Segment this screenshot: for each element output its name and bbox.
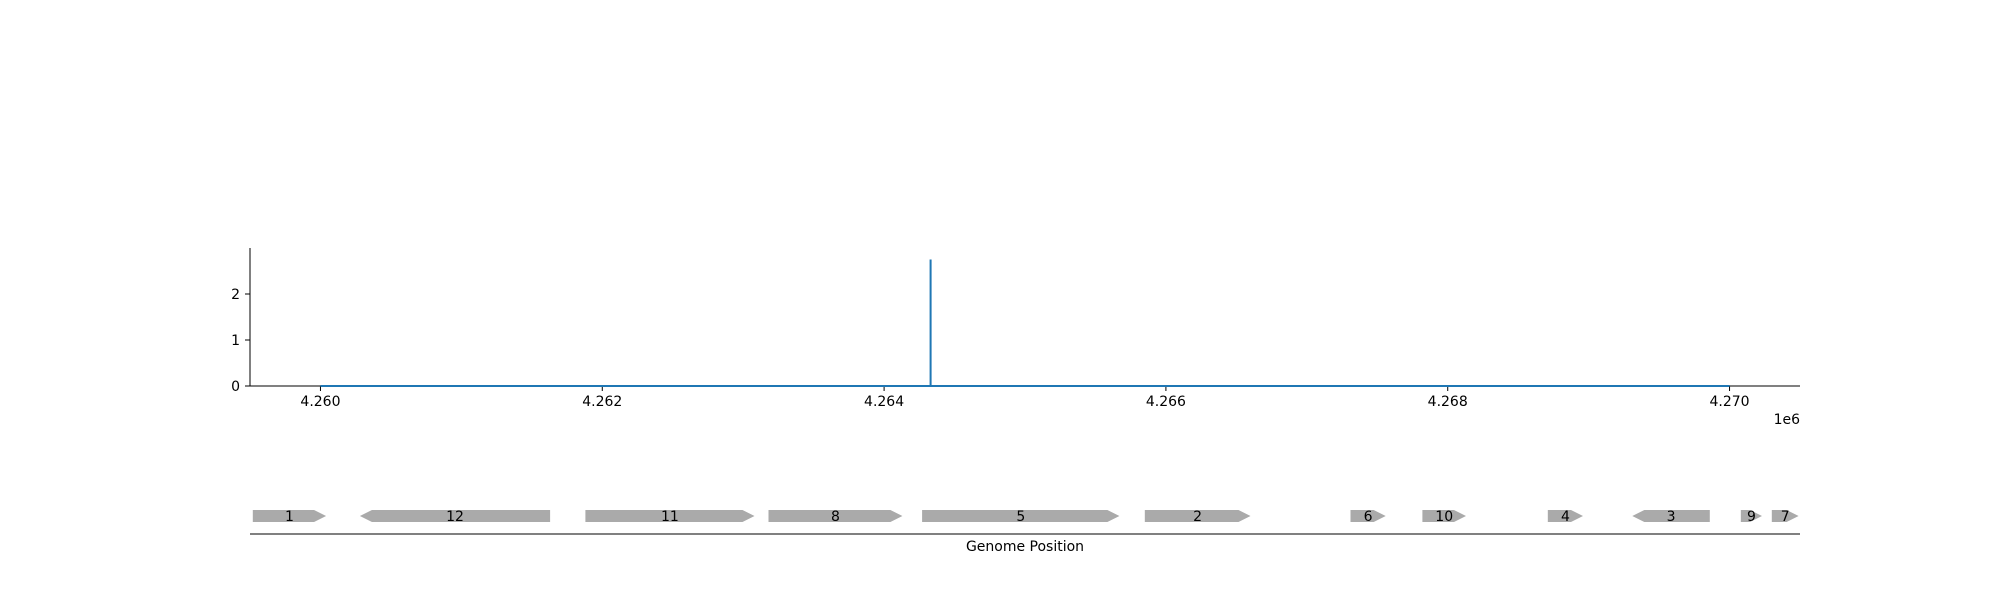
gene-3: 3 — [1632, 509, 1710, 525]
gene-label: 3 — [1667, 509, 1676, 525]
gene-10: 10 — [1422, 509, 1466, 525]
gene-label: 9 — [1747, 509, 1756, 525]
coverage-plot: 0 1 2 4.260 4.262 4.264 4.266 4.268 4.270 1e6 — [231, 248, 1800, 428]
gene-arrow — [359, 510, 551, 522]
x-tick-label: 4.270 — [1709, 394, 1749, 410]
gene-8: 8 — [768, 509, 903, 525]
x-tick-label: 4.262 — [582, 394, 622, 410]
gene-1: 1 — [252, 509, 327, 525]
gene-arrow — [1422, 510, 1466, 522]
gene-label: 12 — [446, 509, 464, 525]
gene-2: 2 — [1144, 509, 1251, 525]
gene-9: 9 — [1740, 509, 1762, 525]
gene-11: 11 — [585, 509, 755, 525]
gene-label: 5 — [1016, 509, 1025, 525]
gene-label: 7 — [1781, 509, 1790, 525]
gene-label: 10 — [1435, 509, 1453, 525]
gene-12: 12 — [359, 509, 551, 525]
x-tick-label: 4.268 — [1428, 394, 1468, 410]
gene-arrow — [1632, 510, 1710, 522]
x-tick-label: 4.266 — [1146, 394, 1186, 410]
gene-arrow — [922, 510, 1120, 522]
gene-5: 5 — [922, 509, 1120, 525]
gene-7: 7 — [1771, 509, 1799, 525]
gene-arrow — [1740, 510, 1762, 522]
gene-arrow — [1547, 510, 1583, 522]
y-tick-label: 1 — [231, 333, 240, 349]
gene-4: 4 — [1547, 509, 1583, 525]
y-ticks: 0 1 2 — [231, 287, 250, 395]
gene-map: 1 12 11 8 5 2 6 10 4 3 9 7 Genome Position — [250, 509, 1800, 555]
y-tick-label: 2 — [231, 287, 240, 303]
gene-arrow — [1350, 510, 1386, 522]
gene-6: 6 — [1350, 509, 1386, 525]
gene-arrow — [1144, 510, 1251, 522]
gene-arrow — [1771, 510, 1799, 522]
x-ticks: 4.260 4.262 4.264 4.266 4.268 4.270 — [300, 386, 1750, 410]
gene-label: 1 — [285, 509, 294, 525]
gene-arrow — [585, 510, 755, 522]
gene-arrow — [252, 510, 327, 522]
gene-arrow — [768, 510, 903, 522]
gene-track: 1 12 11 8 5 2 6 10 4 3 9 7 — [252, 509, 1799, 525]
gene-label: 8 — [831, 509, 840, 525]
gene-label: 4 — [1561, 509, 1570, 525]
gene-label: 6 — [1364, 509, 1373, 525]
coverage-line — [320, 259, 1730, 387]
x-tick-label: 4.264 — [864, 394, 904, 410]
x-tick-label: 4.260 — [300, 394, 340, 410]
x-offset-label: 1e6 — [1774, 412, 1801, 428]
gene-label: 11 — [661, 509, 679, 525]
x-axis-title: Genome Position — [966, 539, 1084, 555]
gene-label: 2 — [1193, 509, 1202, 525]
y-tick-label: 0 — [231, 379, 240, 395]
